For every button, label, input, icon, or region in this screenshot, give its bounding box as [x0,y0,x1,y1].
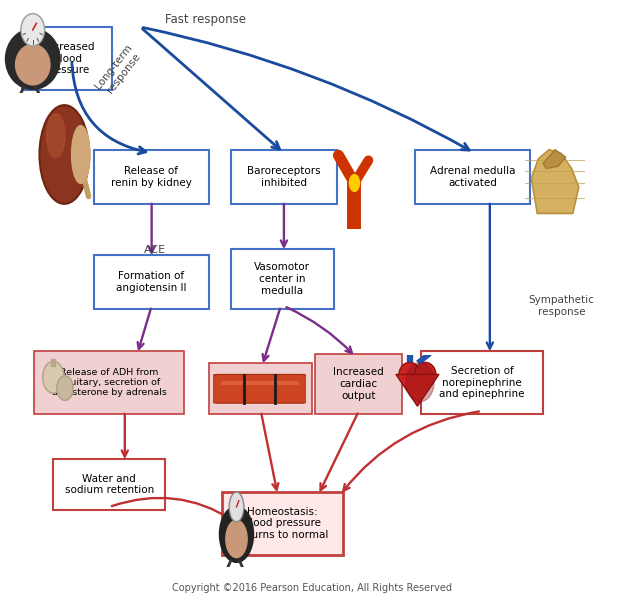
FancyBboxPatch shape [231,249,334,309]
FancyBboxPatch shape [315,354,402,414]
Text: Baroreceptors
inhibited: Baroreceptors inhibited [247,166,321,188]
Text: Release of ADH from
pituitary, secretion of
aldosterone by adrenals: Release of ADH from pituitary, secretion… [52,368,167,397]
Ellipse shape [6,29,60,89]
Text: Fast response: Fast response [165,13,246,26]
Circle shape [349,175,359,191]
FancyBboxPatch shape [213,374,306,403]
Text: Long-term
response: Long-term response [94,42,144,98]
FancyBboxPatch shape [421,351,543,414]
FancyBboxPatch shape [53,459,165,510]
FancyBboxPatch shape [22,27,112,90]
Text: Secretion of
norepinephrine
and epinephrine: Secretion of norepinephrine and epinephr… [439,366,525,399]
FancyBboxPatch shape [231,150,337,204]
Text: Vasoconstriction: Vasoconstriction [217,383,304,394]
Text: Vasomotor
center in
medulla: Vasomotor center in medulla [255,262,310,296]
Text: Homeostasis:
Blood pressure
returns to normal: Homeostasis: Blood pressure returns to n… [236,507,328,540]
FancyBboxPatch shape [34,351,184,414]
FancyArrow shape [407,354,412,361]
Text: Release of
renin by kidney: Release of renin by kidney [111,166,192,188]
Ellipse shape [16,44,50,85]
Circle shape [21,14,45,46]
FancyBboxPatch shape [222,492,343,555]
FancyBboxPatch shape [94,150,209,204]
Ellipse shape [406,362,434,402]
Text: Adrenal medulla
activated: Adrenal medulla activated [430,166,515,188]
Ellipse shape [226,520,247,557]
Ellipse shape [43,361,64,393]
Text: Decreased
blood
pressure: Decreased blood pressure [39,42,95,75]
Polygon shape [532,149,579,214]
Bar [51,359,56,367]
Ellipse shape [57,376,73,400]
Polygon shape [543,149,566,169]
Ellipse shape [414,362,436,386]
Text: ACE: ACE [144,245,166,255]
FancyBboxPatch shape [415,150,530,204]
Ellipse shape [47,113,65,158]
Text: Sympathetic
response: Sympathetic response [529,295,595,317]
FancyBboxPatch shape [94,255,209,309]
Ellipse shape [399,362,421,386]
Polygon shape [396,374,439,406]
Circle shape [229,492,244,522]
Ellipse shape [39,105,89,204]
Text: Water and
sodium retention: Water and sodium retention [64,474,154,496]
Text: Copyright ©2016 Pearson Education, All Rights Reserved: Copyright ©2016 Pearson Education, All R… [172,583,452,593]
FancyBboxPatch shape [209,363,312,414]
Ellipse shape [220,506,253,562]
Ellipse shape [72,125,90,184]
Text: Increased
cardiac
output: Increased cardiac output [333,367,384,401]
Text: Formation of
angiotensin II: Formation of angiotensin II [116,271,187,293]
